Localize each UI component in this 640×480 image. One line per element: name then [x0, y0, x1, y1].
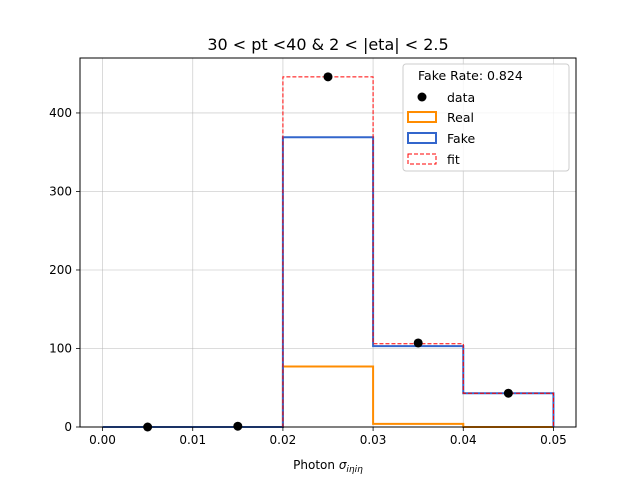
- x-axis-label-text: Photon: [293, 458, 339, 472]
- axis-ticks: 0.00 0.01 0.02 0.03 0.04 0.05 0 100 200 300 400: [49, 106, 567, 447]
- y-tick-label-3: 300: [49, 184, 72, 198]
- x-axis-label-subscript: iηiη: [346, 465, 363, 475]
- legend-real-label: Real: [447, 110, 474, 125]
- data-point-2: [323, 72, 333, 82]
- data-point-1: [233, 421, 243, 431]
- legend-data-label: data: [447, 90, 475, 105]
- legend-data-marker: [417, 92, 427, 102]
- legend-fake-swatch: [407, 132, 437, 144]
- x-axis-label: Photon σiηiη: [293, 458, 363, 475]
- x-tick-label-0: 0.00: [89, 433, 116, 447]
- y-tick-label-1: 100: [49, 341, 72, 355]
- x-tick-label-5: 0.05: [540, 433, 567, 447]
- legend-fit-label: fit: [447, 152, 460, 167]
- y-tick-label-2: 200: [49, 263, 72, 277]
- x-tick-label-1: 0.01: [179, 433, 206, 447]
- chart-title: 30 < pt <40 & 2 < |eta| < 2.5: [207, 35, 448, 54]
- y-tick-label-0: 0: [64, 420, 72, 434]
- y-tick-label-4: 400: [49, 106, 72, 120]
- legend-fit-swatch: [407, 153, 437, 165]
- legend: Fake Rate: 0.824 data Real Fake fit: [402, 63, 570, 172]
- legend-fake-label: Fake: [447, 131, 475, 146]
- x-tick-label-3: 0.03: [360, 433, 387, 447]
- legend-real-swatch: [407, 111, 437, 123]
- legend-header: Fake Rate: 0.824: [418, 68, 523, 83]
- x-tick-label-4: 0.04: [450, 433, 477, 447]
- x-tick-label-2: 0.02: [270, 433, 297, 447]
- legend-box: [402, 63, 570, 172]
- data-point-4: [503, 388, 513, 398]
- x-axis-label-symbol: σ: [339, 458, 347, 472]
- axes-frame: [79, 57, 577, 428]
- data-point-3: [413, 338, 423, 348]
